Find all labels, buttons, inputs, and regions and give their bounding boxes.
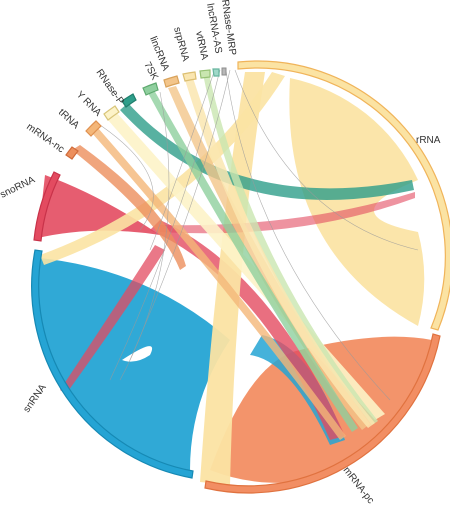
arc-snrna [31, 249, 194, 479]
arc-snorna [33, 171, 61, 242]
arc-yrna [103, 105, 120, 121]
arc-vtrna [199, 69, 211, 79]
ribbon-gap-snrna [122, 346, 153, 362]
thin-line [234, 69, 419, 251]
label-snrna: snRNA [21, 382, 48, 415]
arc-rnasemrp [221, 67, 227, 76]
ribbon-rrna-mrnapc [200, 72, 265, 485]
label-rrna: rRNA [416, 135, 441, 146]
label-mrnanc: mRNA-nc [24, 121, 66, 155]
thin-line [129, 69, 231, 361]
arc-trna [85, 120, 102, 137]
thin-line [149, 71, 215, 251]
ribbon-snrna-self [37, 258, 231, 470]
thin-line [109, 69, 221, 381]
thin-line [225, 69, 391, 401]
arc-lncrnaas [212, 68, 220, 77]
arc-srprna [182, 71, 197, 82]
label-srprna: srpRNA [171, 26, 191, 63]
ribbon-snorna-snrna [60, 245, 165, 394]
label-vtrna: vtRNA [193, 30, 210, 61]
label-rnasep: RNase-P [94, 67, 126, 107]
thin-line [119, 91, 170, 381]
arc-mrnapc [204, 333, 441, 494]
ribbon-lincrna-mrnapc [168, 86, 370, 430]
thin-line [99, 124, 154, 231]
label-snorna: snoRNA [0, 174, 37, 200]
arc-mrnanc [65, 146, 79, 160]
arc-rnasep [121, 93, 137, 108]
label-trna: tRNA [56, 107, 81, 131]
ribbon-snorna-rrna [160, 192, 415, 234]
label-yrna: Y RNA [74, 89, 103, 118]
thin-chord-lines [99, 69, 419, 401]
ribbon-trna-mrnapc [92, 128, 346, 440]
ribbon-srprna-mrnapc [185, 78, 375, 428]
ribbon-rrna-snorna [40, 72, 285, 265]
arc-7sk [142, 82, 159, 96]
segment-arcs [31, 60, 450, 494]
label-mrnapc: mRNA-pc [341, 465, 376, 506]
ribbon-rnasep-rrna [120, 103, 414, 200]
arc-rrna [237, 60, 450, 331]
ribbon-rrna-self [289, 78, 425, 326]
ribbon-mrnanc-snrna [72, 145, 186, 270]
arc-lincrna [163, 75, 180, 88]
